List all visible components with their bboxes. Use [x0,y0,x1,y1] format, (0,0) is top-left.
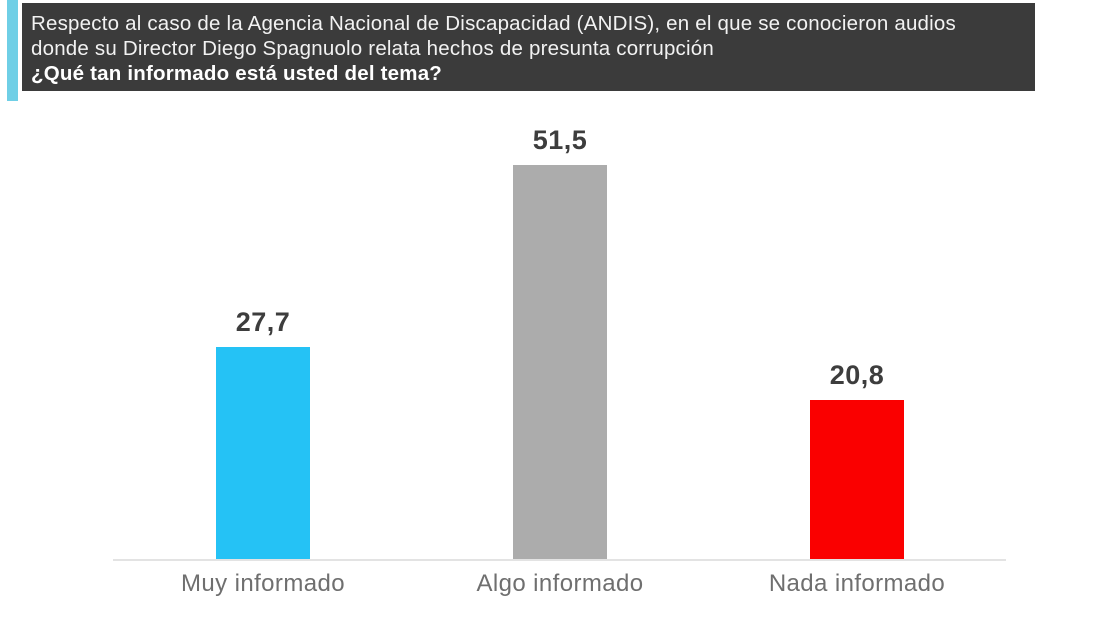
bar-category-label: Nada informado [768,570,946,597]
question-intro-line-2: donde su Director Diego Spagnuolo relata… [31,37,714,60]
question-intro-line-1: Respecto al caso de la Agencia Nacional … [31,12,956,35]
header-accent-bar [7,0,18,101]
bar [216,347,310,559]
bar [513,165,607,559]
bar-category-label: Algo informado [476,570,644,597]
bar-value-label: 51,5 [532,125,588,155]
bar-category-label: Muy informado [181,570,345,597]
bar-value-label: 27,7 [235,307,291,337]
bar [810,400,904,559]
question-title: ¿Qué tan informado está usted del tema? [31,62,443,85]
question-header: Respecto al caso de la Agencia Nacional … [22,3,1035,91]
x-axis-line [113,559,1006,561]
bar-value-label: 20,8 [829,360,885,390]
